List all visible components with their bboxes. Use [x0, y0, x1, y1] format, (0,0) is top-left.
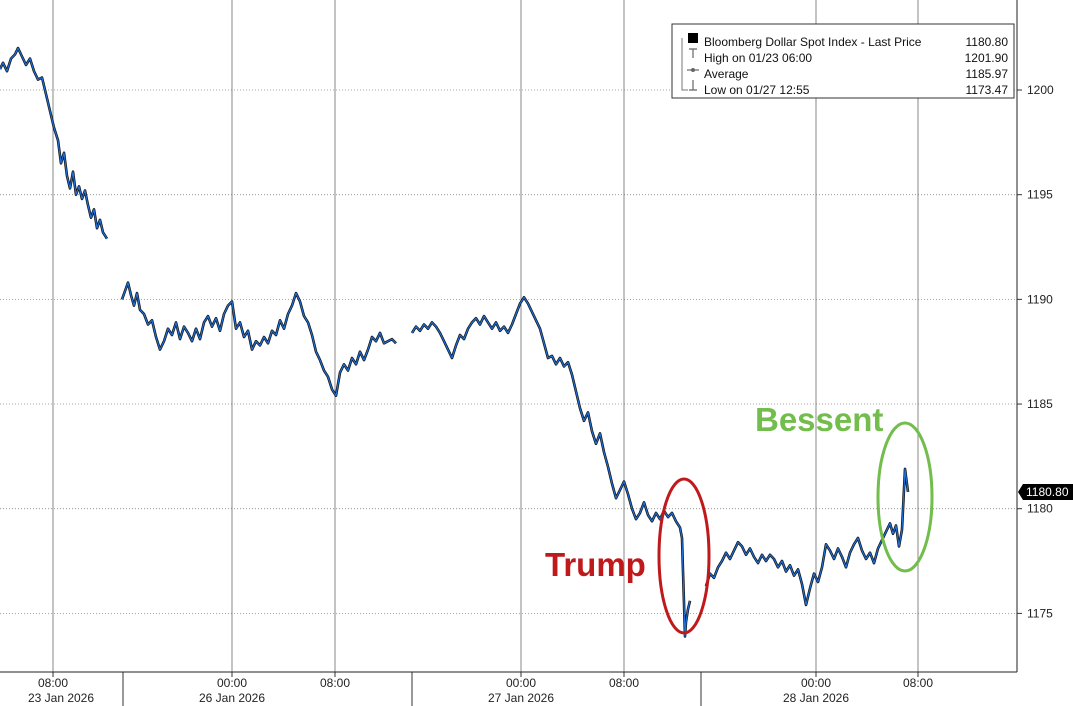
series-line [411, 296, 691, 638]
legend-row-value: 1173.47 [966, 83, 1009, 97]
y-tick-label: 1185 [1027, 397, 1053, 411]
series-line-shadow [410, 295, 692, 638]
x-tick-label: 00:00 [506, 676, 536, 690]
y-tick-label: 1180 [1027, 502, 1053, 516]
legend-row-value: 1180.80 [966, 35, 1009, 49]
y-tick-label: 1195 [1027, 188, 1053, 202]
y-tick-label: 1190 [1027, 292, 1053, 306]
trump-annotation: Trump [545, 546, 646, 583]
bessent-ellipse [876, 421, 934, 573]
x-tick-label: 00:00 [801, 676, 831, 690]
last-price-label: 1180.80 [1026, 485, 1069, 499]
y-tick-label: 1200 [1027, 83, 1054, 97]
x-date-label: 28 Jan 2026 [783, 691, 849, 705]
legend-row-value: 1201.90 [965, 51, 1009, 65]
average-marker-icon [691, 68, 695, 72]
x-date-label: 26 Jan 2026 [199, 691, 265, 705]
legend-box [671, 23, 1015, 99]
x-tick-label: 08:00 [609, 676, 639, 690]
legend-row-label: Bloomberg Dollar Spot Index - Last Price [704, 35, 922, 49]
x-date-label: 27 Jan 2026 [488, 691, 554, 705]
legend-row-value: 1185.97 [966, 67, 1009, 81]
series-line [121, 282, 397, 397]
high-marker-icon [689, 48, 697, 58]
x-date-label: 23 Jan 2026 [28, 691, 94, 705]
last-price-tag [1018, 483, 1073, 500]
annotations: Trump Bessent [545, 401, 934, 635]
x-tick-label: 08:00 [903, 676, 933, 690]
legend-row-label: High on 01/23 06:00 [704, 51, 812, 65]
legend-connector [681, 38, 688, 91]
series-line-shadow [0, 46, 109, 240]
bessent-annotation: Bessent [755, 401, 883, 438]
x-tick-label: 08:00 [320, 676, 350, 690]
series-group [0, 46, 910, 638]
legend-row-label: Average [704, 67, 749, 81]
low-marker-icon [689, 80, 697, 91]
x-tick-label: 00:00 [217, 676, 247, 690]
series-swatch-icon [688, 33, 698, 43]
trump-ellipse [657, 477, 711, 635]
series-line [705, 468, 909, 606]
y-tick-label: 1175 [1027, 606, 1053, 620]
legend-row-label: Low on 01/27 12:55 [704, 83, 810, 97]
legend: Bloomberg Dollar Spot Index - Last Price… [671, 23, 1015, 99]
x-tick-label: 08:00 [38, 676, 68, 690]
series-line [0, 47, 108, 240]
grid [0, 0, 1017, 672]
